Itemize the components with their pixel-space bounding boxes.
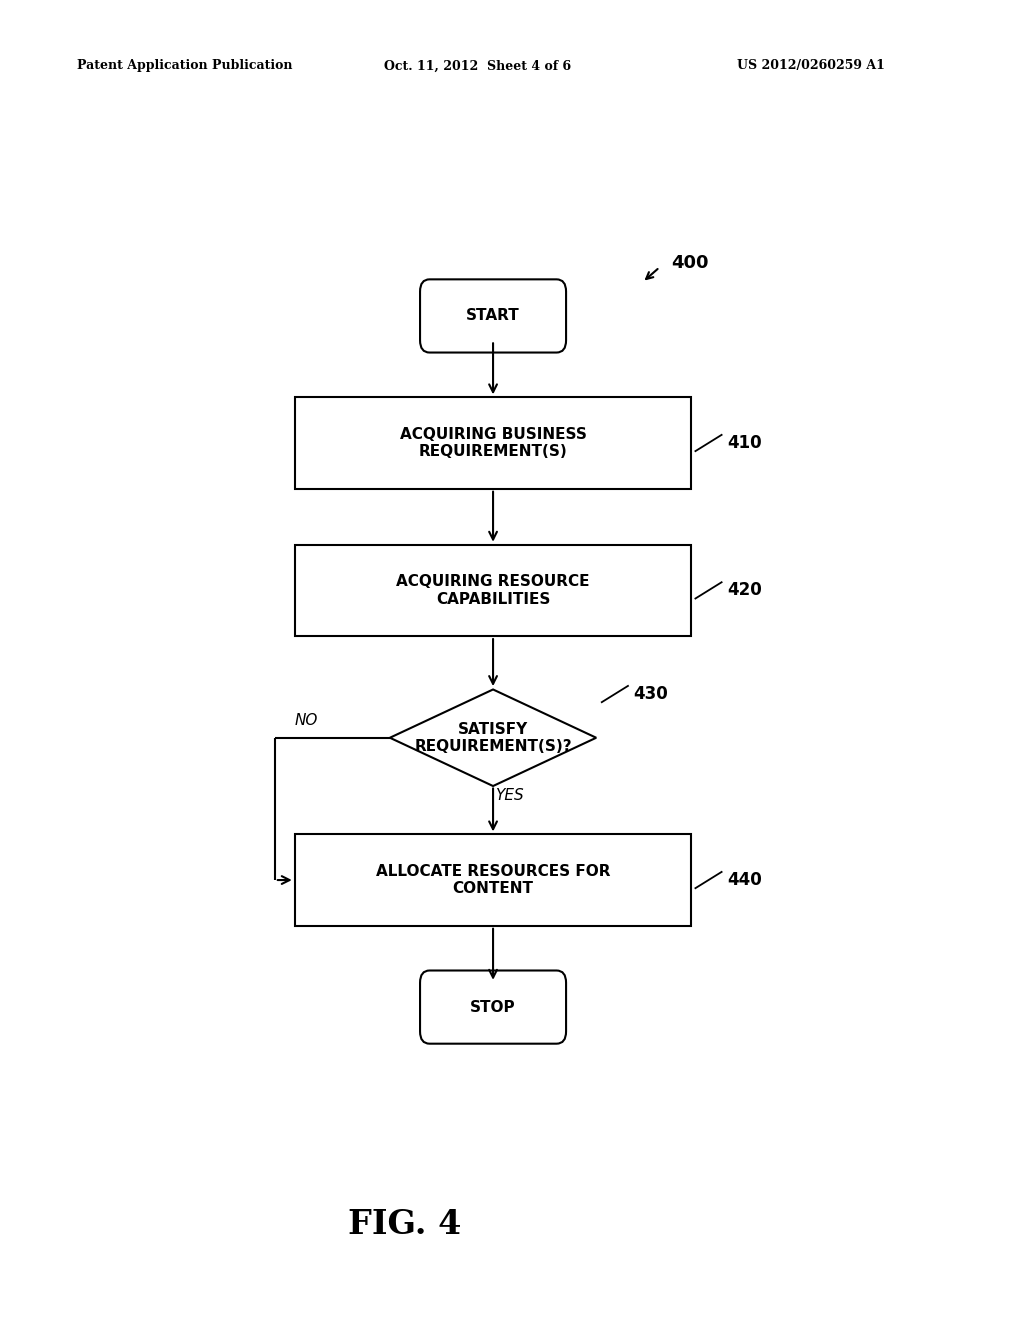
Bar (295, 834, 691, 925)
Text: 410: 410 (727, 434, 762, 451)
Text: SATISFY
REQUIREMENT(S)?: SATISFY REQUIREMENT(S)? (415, 722, 571, 754)
Text: 400: 400 (672, 253, 709, 272)
Text: ACQUIRING BUSINESS
REQUIREMENT(S): ACQUIRING BUSINESS REQUIREMENT(S) (399, 426, 587, 459)
Bar (295, 397, 691, 488)
Polygon shape (390, 689, 596, 785)
FancyBboxPatch shape (420, 970, 566, 1044)
Text: START: START (466, 309, 520, 323)
Text: 420: 420 (727, 581, 762, 599)
Bar (295, 545, 691, 636)
Text: Oct. 11, 2012  Sheet 4 of 6: Oct. 11, 2012 Sheet 4 of 6 (384, 59, 571, 73)
Text: YES: YES (496, 788, 524, 803)
Text: 430: 430 (634, 685, 669, 704)
Text: US 2012/0260259 A1: US 2012/0260259 A1 (737, 59, 885, 73)
Text: ACQUIRING RESOURCE
CAPABILITIES: ACQUIRING RESOURCE CAPABILITIES (396, 574, 590, 607)
Text: ALLOCATE RESOURCES FOR
CONTENT: ALLOCATE RESOURCES FOR CONTENT (376, 863, 610, 896)
Text: Patent Application Publication: Patent Application Publication (77, 59, 292, 73)
Text: NO: NO (295, 713, 318, 727)
Text: 440: 440 (727, 871, 762, 890)
FancyBboxPatch shape (420, 280, 566, 352)
Text: STOP: STOP (470, 999, 516, 1015)
Text: FIG. 4: FIG. 4 (348, 1209, 461, 1241)
